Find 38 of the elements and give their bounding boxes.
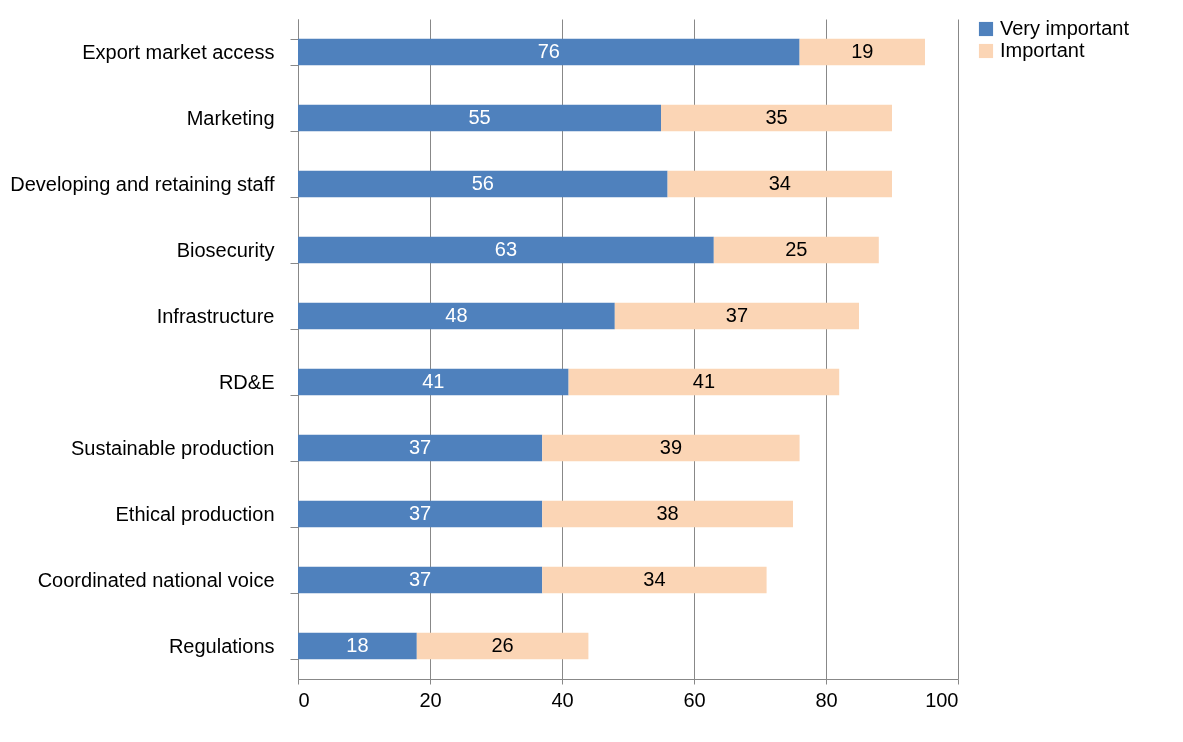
data-label: 34 [643,568,666,590]
data-label: 37 [725,304,749,326]
data-label: 41 [692,370,716,392]
legend-label: Important [1000,39,1085,61]
data-label: 37 [408,436,432,458]
data-label: 26 [491,634,514,656]
y-tick-label: Developing and retaining staff [10,172,275,195]
data-label: 34 [768,172,791,194]
data-label: 35 [765,106,788,128]
y-tick-label: Regulations [168,634,275,657]
data-label: 37 [408,502,432,524]
data-label: 55 [468,106,491,128]
data-label: 76 [537,40,560,62]
data-label: 39 [659,436,683,458]
y-tick-label: RD&E [218,370,275,393]
x-tick-label: 0 [298,688,310,711]
data-label: 19 [851,40,874,62]
data-label: 37 [408,568,432,590]
x-tick-label: 100 [925,688,959,711]
data-label: 56 [471,172,494,194]
legend-label: Very important [1000,17,1130,39]
x-tick-label: 80 [815,688,838,711]
y-tick-label: Infrastructure [156,304,275,327]
data-label: 48 [445,304,468,326]
y-tick-label: Export market access [82,40,275,63]
y-tick-label: Coordinated national voice [37,568,275,591]
x-tick-label: 60 [683,688,706,711]
y-tick-label: Ethical production [115,502,275,525]
data-label: 18 [346,634,369,656]
data-label: 63 [494,238,518,260]
y-tick-label: Biosecurity [176,238,275,261]
y-tick-label: Sustainable production [71,436,275,459]
data-label: 38 [656,502,679,524]
x-tick-label: 40 [551,688,574,711]
y-tick-label: Marketing [186,106,275,129]
data-label: 25 [785,238,808,260]
data-label: 41 [422,370,445,392]
x-tick-label: 20 [419,688,442,711]
